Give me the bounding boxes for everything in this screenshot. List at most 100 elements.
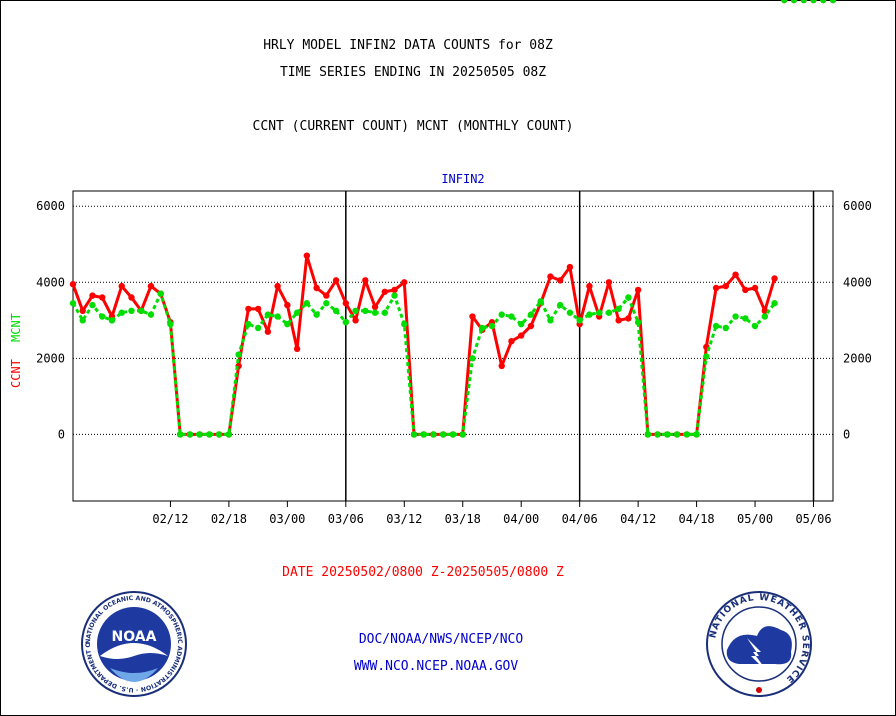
x-tick-label-7: 04/06	[562, 512, 598, 526]
point-mcnt-2	[89, 301, 96, 309]
point-ccnt-70	[751, 284, 759, 292]
point-mcnt-48	[537, 298, 544, 305]
point-mcnt-23	[293, 309, 301, 316]
point-mcnt-55	[605, 309, 613, 316]
y-tick-left-6000: 6000	[36, 199, 65, 213]
point-ccnt-22	[284, 301, 291, 309]
point-ccnt-34	[401, 279, 408, 286]
y-tick-right-0: 0	[843, 427, 850, 441]
point-ccnt-0	[69, 280, 77, 288]
point-ccnt-44	[498, 362, 505, 370]
x-tick-label-10: 05/00	[737, 512, 773, 526]
point-mcnt-43	[488, 322, 496, 330]
point-ccnt-30	[362, 277, 369, 284]
point-mcnt-60	[654, 431, 661, 438]
point-mcnt-10	[167, 320, 174, 328]
link-doc-noaa[interactable]: DOC/NOAA/NWS/NCEP/NCO	[358, 632, 524, 647]
point-mcnt-25	[313, 311, 320, 318]
point-ccnt-55	[605, 279, 613, 286]
point-mcnt-76	[810, 0, 817, 4]
chart-title-line2: TIME SERIES ENDING IN 20250505 08Z	[279, 65, 547, 80]
point-mcnt-66	[712, 322, 720, 330]
point-mcnt-14	[206, 431, 213, 438]
point-ccnt-3	[99, 294, 106, 301]
point-ccnt-66	[712, 284, 720, 292]
point-mcnt-18	[245, 320, 252, 328]
point-ccnt-28	[342, 300, 350, 307]
point-mcnt-32	[381, 309, 388, 316]
y-tick-right-2000: 2000	[843, 351, 872, 365]
point-ccnt-27	[332, 277, 340, 284]
point-ccnt-57	[625, 315, 632, 322]
point-mcnt-24	[303, 300, 311, 307]
point-ccnt-51	[566, 263, 574, 271]
point-mcnt-70	[751, 322, 759, 330]
point-mcnt-63	[683, 431, 691, 438]
point-mcnt-7	[138, 307, 145, 315]
plot-frame	[72, 190, 834, 502]
point-mcnt-35	[410, 431, 418, 438]
point-mcnt-19	[254, 324, 262, 332]
noaa-logo-icon: NOAA NATIONAL OCEANIC AND ATMOSPHERIC AD…	[80, 590, 187, 697]
point-ccnt-24	[303, 252, 311, 259]
point-ccnt-72	[771, 275, 778, 282]
point-ccnt-58	[634, 286, 642, 294]
point-mcnt-30	[362, 307, 369, 315]
point-mcnt-68	[732, 313, 739, 320]
x-tick-label-6: 04/00	[503, 512, 539, 526]
x-tick-label-8: 04/12	[620, 512, 656, 526]
noaa-logo-text: NOAA	[112, 629, 157, 645]
point-ccnt-26	[323, 292, 330, 299]
point-mcnt-42	[479, 324, 486, 332]
point-ccnt-21	[274, 282, 281, 290]
point-mcnt-75	[800, 0, 807, 4]
point-mcnt-50	[556, 301, 564, 309]
point-mcnt-45	[508, 313, 515, 320]
point-mcnt-53	[586, 311, 593, 318]
point-mcnt-22	[284, 320, 291, 328]
point-mcnt-37	[430, 431, 437, 438]
y-axis-label-mcnt: MCNT	[9, 313, 23, 342]
x-tick-label-4: 03/12	[386, 512, 422, 526]
point-mcnt-54	[595, 309, 603, 316]
point-ccnt-19	[254, 305, 262, 313]
panel-label: INFIN2	[441, 172, 484, 186]
point-ccnt-50	[556, 277, 564, 284]
point-mcnt-11	[176, 431, 184, 438]
point-mcnt-46	[518, 320, 525, 328]
point-mcnt-9	[157, 290, 164, 297]
point-mcnt-47	[527, 311, 535, 318]
point-ccnt-2	[89, 292, 96, 299]
point-ccnt-68	[732, 271, 739, 278]
point-ccnt-67	[722, 282, 730, 290]
point-mcnt-5	[118, 309, 125, 316]
point-mcnt-4	[108, 317, 116, 324]
point-ccnt-31	[371, 303, 379, 311]
y-tick-right-6000: 6000	[843, 199, 872, 213]
point-ccnt-23	[293, 345, 301, 353]
point-ccnt-20	[264, 328, 272, 335]
point-mcnt-16	[225, 431, 233, 438]
point-mcnt-77	[820, 0, 827, 4]
x-tick-label-0: 02/12	[152, 512, 188, 526]
point-ccnt-5	[118, 282, 125, 290]
chart-title-line1: HRLY MODEL INFIN2 DATA COUNTS for 08Z	[263, 38, 553, 53]
point-ccnt-45	[508, 338, 515, 345]
x-tick-label-9: 04/18	[679, 512, 715, 526]
link-nco-website[interactable]: WWW.NCO.NCEP.NOAA.GOV	[353, 659, 519, 674]
nws-logo-icon: NATIONAL WEATHER SERVICE	[706, 591, 812, 697]
y-tick-left-2000: 2000	[36, 351, 65, 365]
point-mcnt-17	[235, 351, 242, 358]
point-mcnt-15	[215, 431, 223, 438]
point-mcnt-20	[264, 311, 272, 318]
point-mcnt-13	[196, 431, 203, 438]
point-mcnt-8	[147, 311, 155, 318]
point-mcnt-41	[469, 355, 476, 362]
point-mcnt-57	[625, 294, 632, 301]
point-ccnt-47	[527, 322, 535, 330]
point-mcnt-44	[498, 311, 505, 318]
x-tick-label-5: 03/18	[445, 512, 481, 526]
chart-subtitle: CCNT (CURRENT COUNT) MCNT (MONTHLY COUNT…	[252, 119, 574, 134]
point-mcnt-3	[99, 313, 106, 320]
point-mcnt-39	[449, 431, 457, 438]
